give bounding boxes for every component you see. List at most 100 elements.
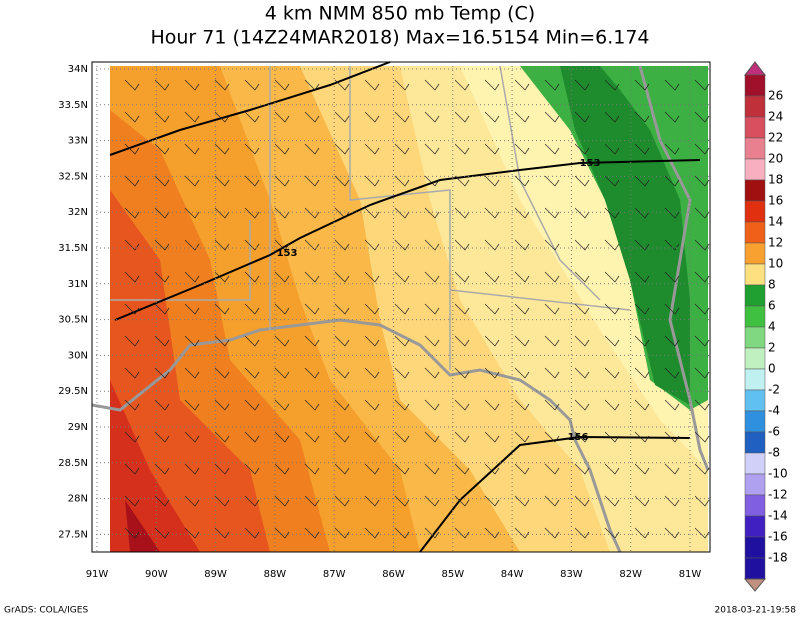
wind-barb bbox=[604, 367, 620, 379]
wind-barb bbox=[484, 143, 500, 155]
wind-barb bbox=[154, 335, 170, 347]
contour-label: 156 bbox=[568, 432, 589, 443]
wind-barb bbox=[304, 175, 320, 187]
wind-barb bbox=[394, 207, 410, 219]
wind-barb bbox=[514, 143, 530, 155]
wind-barb bbox=[694, 431, 710, 443]
colorbar-label: 10 bbox=[768, 257, 783, 271]
colorbar-label: -8 bbox=[768, 446, 780, 460]
wind-barb bbox=[124, 431, 140, 443]
colorbar-label: 24 bbox=[768, 110, 783, 124]
colorbar-label: -14 bbox=[768, 509, 788, 523]
wind-barb bbox=[454, 527, 470, 539]
colorbar-box bbox=[744, 221, 766, 244]
wind-barb bbox=[394, 463, 410, 475]
wind-barb bbox=[124, 239, 140, 251]
colorbar-box bbox=[744, 431, 766, 454]
lat-label: 32.5N bbox=[58, 171, 88, 182]
wind-barb bbox=[694, 207, 710, 219]
wind-barb bbox=[304, 271, 320, 283]
wind-barb bbox=[634, 303, 650, 315]
wind-barb bbox=[364, 111, 380, 123]
wind-barb bbox=[664, 79, 680, 91]
wind-barb bbox=[454, 271, 470, 283]
wind-barb bbox=[454, 399, 470, 411]
colorbar-arrow bbox=[743, 578, 767, 592]
wind-barb bbox=[124, 175, 140, 187]
colorbar-box bbox=[744, 410, 766, 433]
wind-barb bbox=[334, 399, 350, 411]
wind-barb bbox=[334, 463, 350, 475]
wind-barb bbox=[454, 431, 470, 443]
wind-barb bbox=[514, 271, 530, 283]
wind-barb bbox=[634, 463, 650, 475]
colorbar-box bbox=[744, 389, 766, 412]
wind-barb bbox=[454, 463, 470, 475]
wind-barb bbox=[544, 79, 560, 91]
wind-barb bbox=[664, 495, 680, 507]
lon-label: 85W bbox=[441, 569, 464, 580]
wind-barb bbox=[274, 495, 290, 507]
wind-barb bbox=[454, 495, 470, 507]
wind-barb bbox=[664, 271, 680, 283]
wind-barb bbox=[454, 175, 470, 187]
wind-barb bbox=[274, 399, 290, 411]
wind-barb bbox=[484, 175, 500, 187]
wind-barb bbox=[304, 399, 320, 411]
colorbar-box bbox=[744, 305, 766, 328]
wind-barb bbox=[304, 463, 320, 475]
wind-barb bbox=[574, 399, 590, 411]
contour bbox=[114, 159, 701, 321]
wind-barb bbox=[274, 367, 290, 379]
wind-barb bbox=[364, 207, 380, 219]
wind-barb bbox=[394, 175, 410, 187]
colorbar-box bbox=[744, 200, 766, 223]
wind-barb bbox=[634, 207, 650, 219]
wind-barb bbox=[244, 239, 260, 251]
wind-barb bbox=[244, 271, 260, 283]
wind-barb bbox=[364, 175, 380, 187]
wind-barb bbox=[454, 239, 470, 251]
colorbar-box bbox=[744, 473, 766, 496]
lat-label: 27.5N bbox=[58, 529, 88, 540]
coastline bbox=[91, 65, 710, 553]
wind-barb bbox=[244, 207, 260, 219]
lat-label: 29.5N bbox=[58, 386, 88, 397]
wind-barb bbox=[394, 495, 410, 507]
colorbar-box bbox=[744, 242, 766, 265]
wind-barb bbox=[694, 303, 710, 315]
wind-barb bbox=[574, 431, 590, 443]
wind-barb bbox=[304, 111, 320, 123]
wind-barb bbox=[634, 367, 650, 379]
wind-barb bbox=[274, 111, 290, 123]
wind-barb bbox=[334, 495, 350, 507]
wind-barb bbox=[184, 335, 200, 347]
wind-barb bbox=[484, 463, 500, 475]
wind-barb bbox=[124, 79, 140, 91]
wind-barb bbox=[214, 111, 230, 123]
wind-barb bbox=[634, 111, 650, 123]
map-frame bbox=[91, 61, 711, 553]
title: Hour 71 (14Z24MAR2018) Max=16.5154 Min=6… bbox=[150, 27, 649, 49]
wind-barb bbox=[484, 495, 500, 507]
wind-barb bbox=[184, 79, 200, 91]
colorbar-box bbox=[744, 95, 766, 118]
colorbar-box bbox=[744, 452, 766, 475]
wind-barb bbox=[574, 239, 590, 251]
lon-label: 87W bbox=[323, 569, 346, 580]
colorbar-label: 20 bbox=[768, 152, 783, 166]
wind-barb bbox=[514, 111, 530, 123]
wind-barb bbox=[184, 239, 200, 251]
colorbar-box bbox=[744, 347, 766, 370]
wind-barb bbox=[544, 143, 560, 155]
wind-barb bbox=[484, 207, 500, 219]
wind-barb bbox=[694, 399, 710, 411]
wind-barb bbox=[694, 463, 710, 475]
wind-barb bbox=[514, 463, 530, 475]
footer-left: GrADS: COLA/IGES bbox=[4, 606, 88, 616]
wind-barb bbox=[514, 303, 530, 315]
wind-barb bbox=[544, 111, 560, 123]
wind-barb bbox=[664, 143, 680, 155]
wind-barb bbox=[424, 367, 440, 379]
wind-barb bbox=[634, 175, 650, 187]
